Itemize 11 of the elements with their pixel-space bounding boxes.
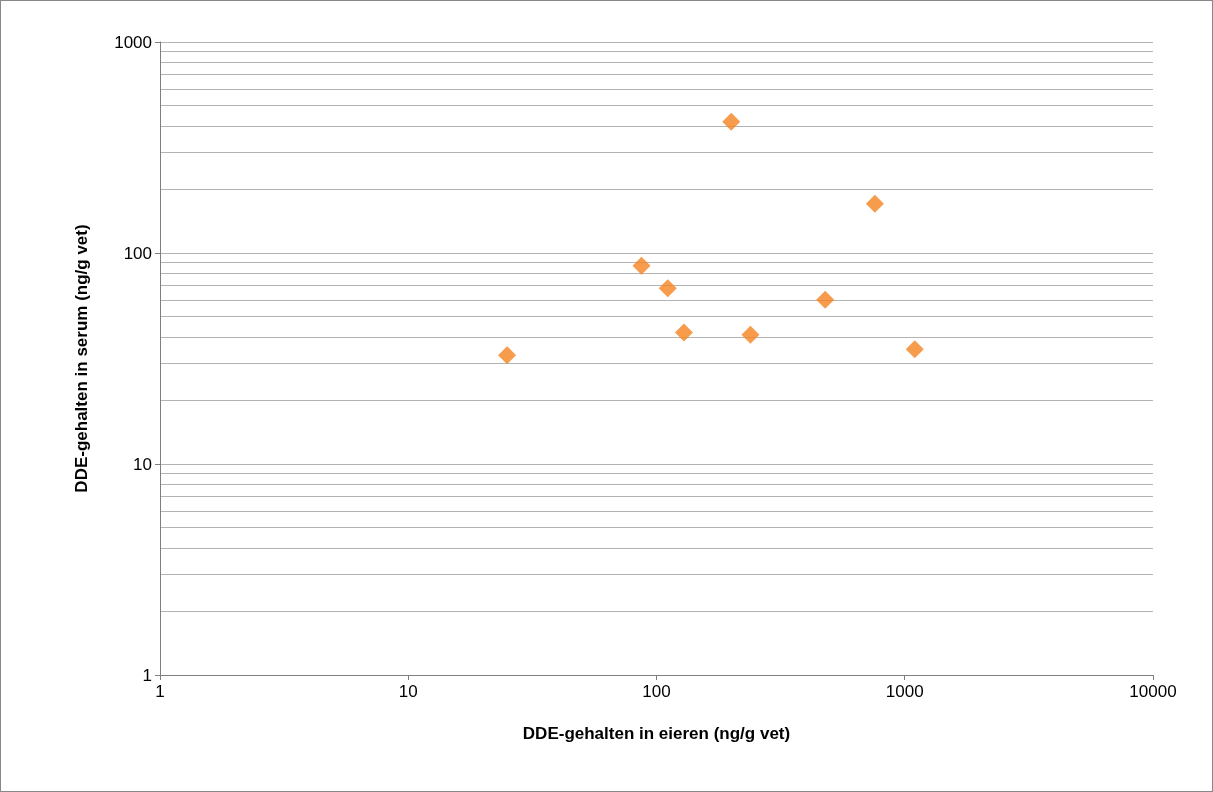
y-tick-label: 100	[123, 243, 152, 263]
x-tick-label: 1000	[885, 682, 924, 701]
y-tick-label: 1000	[114, 32, 152, 52]
x-tick-label: 100	[642, 682, 671, 701]
x-axis-title: DDE-gehalten in eieren (ng/g vet)	[522, 724, 791, 743]
x-tick-label: 10	[398, 682, 418, 701]
y-axis-title: DDE-gehalten in serum (ng/g vet)	[72, 224, 91, 493]
x-tick-label: 10000	[1129, 682, 1177, 701]
y-tick-label: 10	[133, 454, 152, 474]
x-tick-label: 1	[155, 682, 165, 701]
y-tick-label: 1	[142, 665, 152, 685]
